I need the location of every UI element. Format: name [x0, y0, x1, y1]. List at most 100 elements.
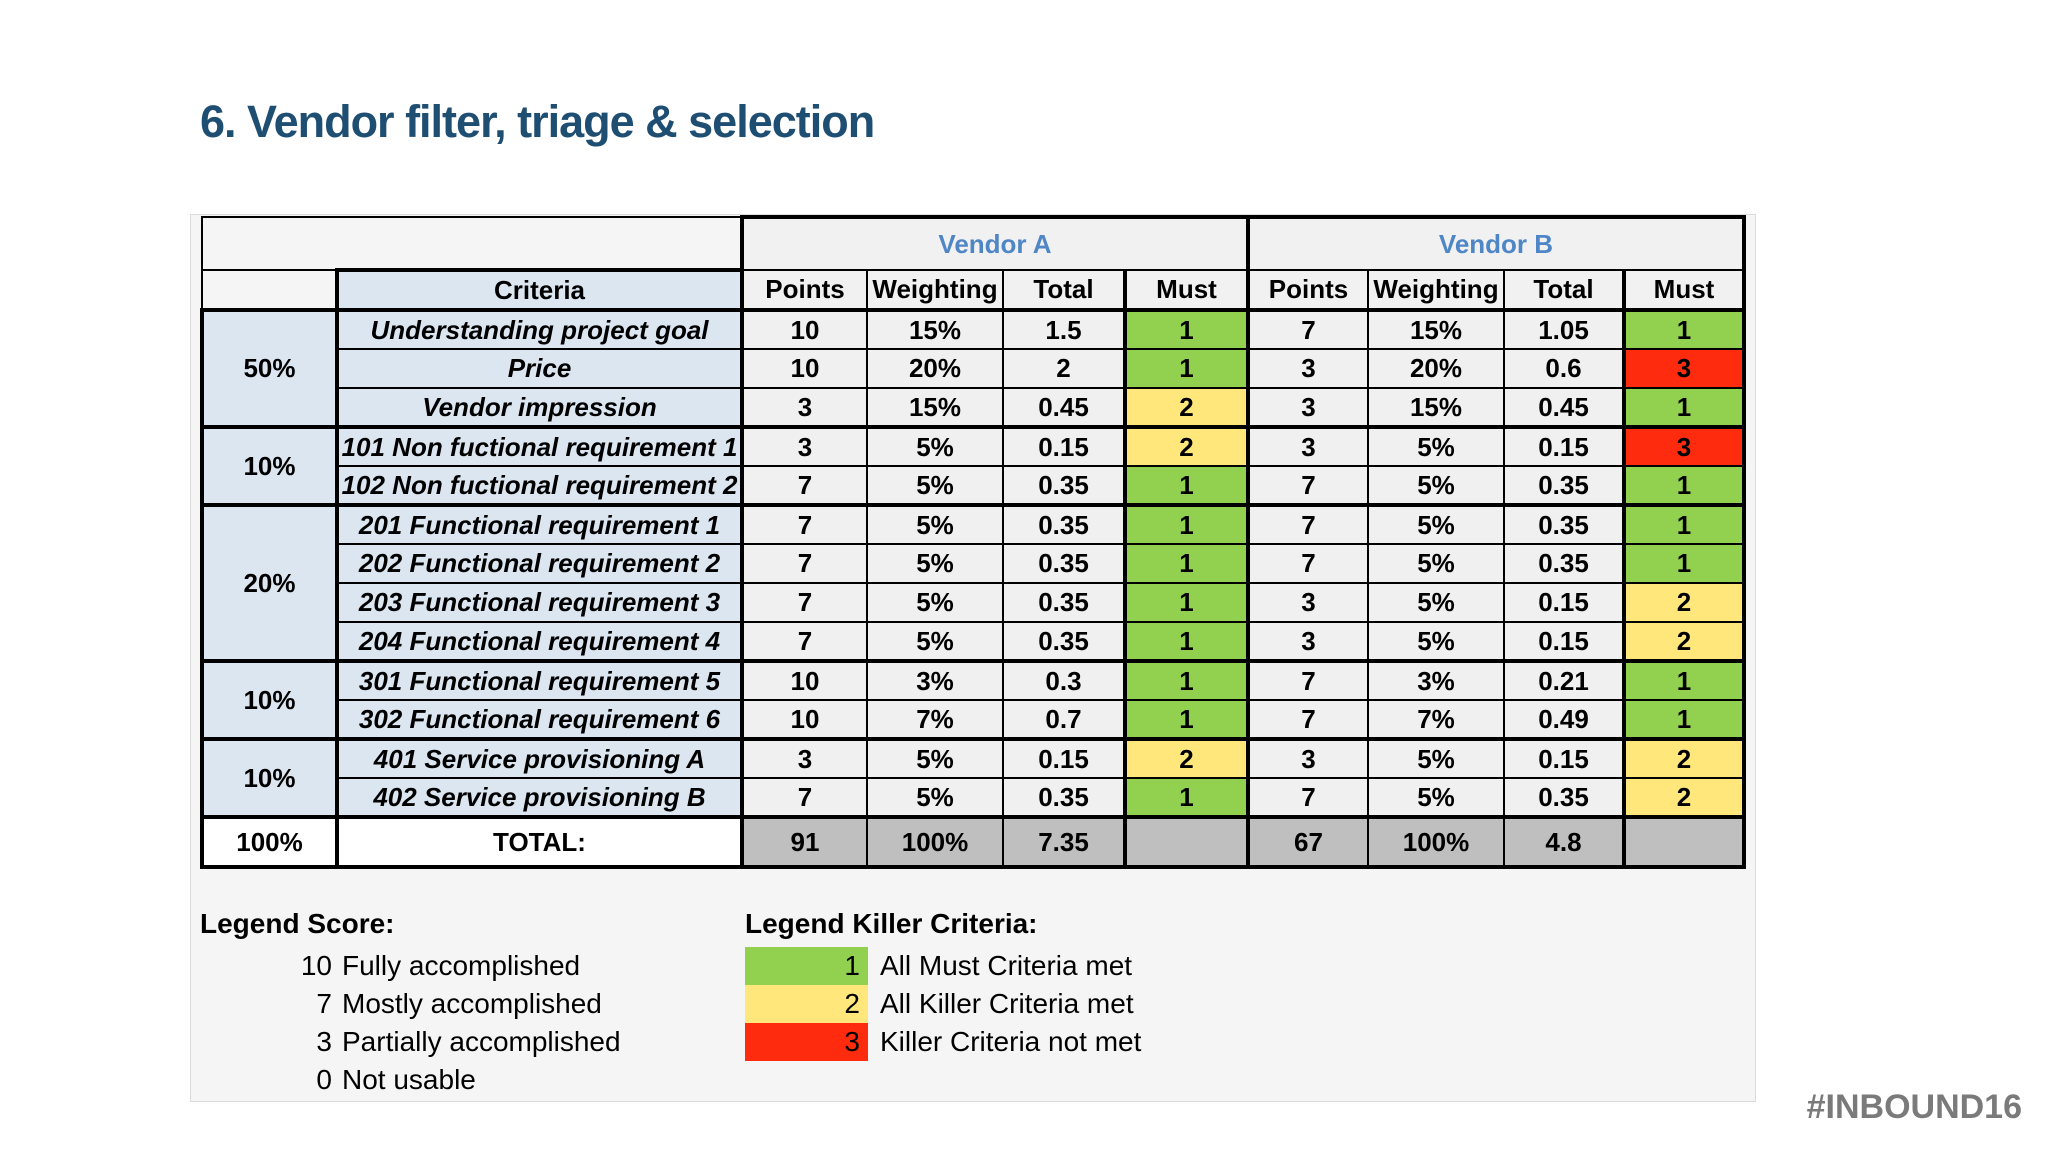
total-cell-a: 0.35	[1002, 543, 1126, 584]
vendor-header-a: Vendor A	[740, 215, 1250, 271]
weighting-cell-a: 5%	[866, 621, 1004, 662]
table-row: 102 Non fuctional requirement 2 7 5% 0.35 1 7…	[202, 465, 1746, 506]
weight-cell: 10%	[200, 737, 339, 818]
total-must-b	[1622, 815, 1746, 869]
criteria-cell: Understanding project goal	[335, 308, 744, 350]
total-cell-b: 0.15	[1503, 737, 1625, 779]
total-cell-a: 0.35	[1002, 503, 1126, 545]
total-points-a: 91	[741, 815, 868, 869]
total-cell-a: 0.35	[1002, 465, 1126, 506]
total-cell-a: 0.7	[1002, 699, 1126, 740]
points-cell-a: 3	[741, 425, 868, 467]
points-cell-b: 7	[1247, 465, 1369, 506]
total-cell-a: 0.35	[1002, 582, 1126, 623]
subheader-points-a: Points	[740, 269, 868, 311]
total-cell-a: 0.45	[1002, 387, 1126, 428]
total-cell-a: 0.3	[1002, 659, 1126, 701]
criteria-cell: 102 Non fuctional requirement 2	[335, 465, 744, 506]
legend-score-item: 7 Mostly accomplished	[200, 985, 621, 1023]
table-row: 302 Functional requirement 6 10 7% 0.7 1 7 7% 0…	[202, 699, 1746, 740]
legend-color-swatch: 1	[745, 947, 868, 985]
must-cell-a: 1	[1123, 659, 1250, 701]
weight-cell: 50%	[200, 308, 339, 428]
table-row: 202 Functional requirement 2 7 5% 0.35 1 7 5% 0…	[202, 543, 1746, 584]
must-cell-b: 1	[1622, 543, 1746, 584]
legend-score-label: Mostly accomplished	[342, 988, 602, 1019]
points-cell-a: 7	[741, 582, 868, 623]
must-cell-b: 2	[1622, 777, 1746, 818]
weighting-cell-b: 3%	[1367, 659, 1505, 701]
total-weighting-a: 100%	[866, 815, 1004, 869]
total-weighting-b: 100%	[1367, 815, 1505, 869]
vendor-table-body: Vendor A Vendor B Criteria Points Weighting T…	[200, 215, 1746, 869]
must-cell-a: 1	[1123, 308, 1250, 350]
table-row: 203 Functional requirement 3 7 5% 0.35 1 3 5% 0…	[202, 582, 1746, 623]
total-cell-b: 0.15	[1503, 621, 1625, 662]
table-row: Price 10 20% 2 1 3 20% 0.6 3	[202, 348, 1746, 389]
points-cell-a: 7	[741, 543, 868, 584]
points-cell-a: 7	[741, 503, 868, 545]
must-cell-a: 1	[1123, 777, 1250, 818]
must-cell-a: 1	[1123, 503, 1250, 545]
total-cell-b: 0.35	[1503, 777, 1625, 818]
legend-score-label: Not usable	[342, 1064, 476, 1095]
must-cell-b: 1	[1622, 699, 1746, 740]
criteria-cell: 302 Functional requirement 6	[335, 699, 744, 740]
legend-score-value: 3	[316, 1026, 332, 1057]
must-cell-b: 2	[1622, 582, 1746, 623]
table-row: 50% Understanding project goal 10 15% 1.5 1 7 1…	[200, 308, 1746, 428]
total-cell-a: 2	[1002, 348, 1126, 389]
weighting-cell-b: 20%	[1367, 348, 1505, 389]
table-row: 402 Service provisioning B 7 5% 0.35 1 7 5% 0.3…	[202, 777, 1746, 818]
weighting-cell-a: 5%	[866, 543, 1004, 584]
subheader-points-b: Points	[1246, 269, 1369, 311]
table-top-spacer	[201, 216, 743, 271]
points-cell-b: 3	[1247, 621, 1369, 662]
points-cell-a: 3	[741, 737, 868, 779]
weighting-cell-b: 5%	[1367, 425, 1505, 467]
weight-cell: 10%	[200, 425, 339, 506]
points-cell-b: 3	[1247, 425, 1369, 467]
must-cell-b: 1	[1622, 387, 1746, 428]
points-cell-a: 10	[741, 699, 868, 740]
table-row: Vendor impression 3 15% 0.45 2 3 15% 0.45 1	[202, 387, 1746, 428]
points-cell-a: 3	[741, 387, 868, 428]
legend-killer-items: 1 All Must Criteria met 2 All Killer Criter…	[745, 947, 1141, 1061]
legend-killer-label: All Must Criteria met	[880, 950, 1133, 981]
total-cell-a: 1.5	[1002, 308, 1126, 350]
criteria-cell: 204 Functional requirement 4	[335, 621, 744, 662]
total-cell-a: 0.35	[1002, 621, 1126, 662]
weighting-cell-b: 15%	[1367, 387, 1505, 428]
weighting-cell-b: 5%	[1367, 582, 1505, 623]
legend-score-items: 10 Fully accomplished 7 Mostly accomplished…	[200, 947, 621, 1099]
legend-killer-label: Killer Criteria not met	[880, 1026, 1142, 1057]
weighting-cell-a: 7%	[866, 699, 1004, 740]
total-cell-b: 0.35	[1503, 465, 1625, 506]
must-cell-a: 2	[1123, 737, 1250, 779]
weighting-cell-b: 5%	[1367, 543, 1505, 584]
subheader-weighting-b: Weighting	[1367, 269, 1505, 311]
must-cell-b: 3	[1622, 348, 1746, 389]
total-cell-b: 1.05	[1503, 308, 1625, 350]
total-cell-a: 0.35	[1002, 777, 1126, 818]
subheader-must-b: Must	[1622, 269, 1746, 311]
points-cell-b: 7	[1247, 777, 1369, 818]
must-cell-b: 1	[1622, 308, 1746, 350]
points-cell-a: 10	[741, 348, 868, 389]
points-cell-a: 7	[741, 465, 868, 506]
criteria-cell: Price	[335, 348, 744, 389]
table-row: 10% 101 Non fuctional requirement 1 3 5% 0.1…	[200, 425, 1746, 506]
total-cell-b: 0.35	[1503, 503, 1625, 545]
must-cell-a: 1	[1123, 699, 1250, 740]
legend-color-swatch: 3	[745, 1023, 868, 1061]
total-weight-cell: 100%	[200, 815, 339, 869]
criteria-cell: 301 Functional requirement 5	[335, 659, 744, 701]
weighting-cell-a: 5%	[866, 503, 1004, 545]
total-label-cell: TOTAL:	[336, 815, 744, 869]
table-row: 10% 401 Service provisioning A 3 5% 0.15 2 3 5%…	[200, 737, 1746, 818]
legend-color-swatch: 2	[745, 985, 868, 1023]
criteria-header: Criteria	[335, 268, 744, 311]
weighting-cell-a: 5%	[866, 425, 1004, 467]
criteria-cell: 202 Functional requirement 2	[335, 543, 744, 584]
criteria-cell: 101 Non fuctional requirement 1	[335, 425, 744, 467]
